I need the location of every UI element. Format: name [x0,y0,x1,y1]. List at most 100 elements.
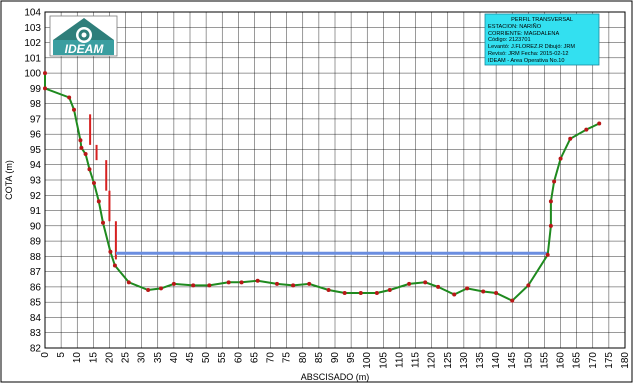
y-tick-label-4: 86 [30,282,42,293]
x-tick-label-29: 145 [507,352,518,369]
info-line-2: CORRIENTE: MAGDALENA [488,31,559,37]
profile-point-30 [407,281,412,286]
y-tick-label-20: 102 [24,38,41,49]
ideam-logo: IDEAM [49,15,118,57]
x-tick-label-36: 180 [620,352,631,369]
y-tick-label-8: 90 [30,221,42,232]
profile-point-13 [126,280,131,285]
x-tick-label-31: 155 [539,352,550,369]
x-tick-label-33: 165 [572,352,583,369]
profile-point-40 [548,223,553,228]
info-line-6: IDEAM - Area Operativa No.10 [488,58,564,64]
profile-point-10 [101,220,105,225]
x-tick-label-11: 55 [217,352,228,364]
profile-point-19 [226,280,231,285]
logo-text: IDEAM [65,42,105,56]
profile-point-17 [191,283,196,288]
x-tick-label-34: 170 [588,352,599,369]
profile-point-9 [96,199,101,204]
profile-point-3 [72,107,76,112]
y-tick-label-18: 100 [24,69,41,80]
profile-point-31 [423,280,428,285]
x-tick-label-6: 30 [137,352,148,364]
y-tick-label-0: 82 [30,344,42,355]
profile-point-27 [358,291,363,296]
y-tick-label-22: 104 [24,8,41,19]
profile-point-28 [374,291,379,296]
y-tick-label-3: 85 [30,298,42,309]
profile-point-5 [79,145,84,150]
profile-point-35 [481,289,486,294]
x-tick-label-4: 20 [104,352,115,364]
y-tick-label-12: 94 [30,160,42,171]
profile-point-32 [436,284,441,289]
profile-point-25 [326,287,331,292]
x-tick-label-19: 95 [346,352,357,364]
profile-point-36 [494,291,499,296]
profile-point-26 [342,291,347,296]
profile-point-6 [83,152,88,157]
profile-point-41 [548,199,553,204]
y-tick-label-15: 97 [30,114,42,125]
profile-point-8 [91,181,96,186]
profile-point-38 [526,283,531,288]
profile-point-46 [597,121,602,126]
profile-point-20 [239,280,244,285]
profile-point-0 [43,71,47,76]
y-tick-label-6: 88 [30,252,42,263]
x-tick-label-5: 25 [121,352,132,364]
info-line-0: PERFIL TRANSVERSAL [511,17,573,23]
x-tick-label-12: 60 [233,352,244,364]
profile-point-14 [146,287,151,292]
info-line-5: Revisó: JRM Fecha: 2015-02-12 [488,51,569,57]
profile-point-42 [552,179,557,184]
x-tick-label-14: 70 [266,352,277,364]
x-tick-label-10: 50 [201,352,212,364]
info-line-4: Levantó: J.FLOREZ.R Dibujó: JRM [488,44,575,50]
y-tick-label-19: 101 [24,53,41,64]
profile-point-23 [291,283,296,288]
x-tick-label-23: 115 [411,352,422,368]
info-line-3: Código: 2123701 [488,37,531,43]
profile-point-21 [255,278,260,283]
y-tick-label-13: 95 [30,145,42,156]
x-tick-label-13: 65 [249,352,260,364]
x-tick-label-16: 80 [298,352,309,364]
x-tick-label-25: 125 [443,352,454,369]
y-tick-label-16: 98 [30,99,42,110]
profile-point-29 [387,287,392,292]
x-tick-label-2: 10 [72,352,83,364]
x-tick-label-9: 45 [185,352,196,364]
x-tick-label-1: 5 [56,352,67,358]
y-tick-labels: 82 83 84 85 86 87 88 89 90 91 92 93 94 95 96 97 98 99 100 1… [24,8,41,355]
x-tick-labels: 0 5 10 15 20 25 30 35 40 45 50 55 60 65 70 75 80 85 90 95 10… [40,352,631,369]
x-tick-label-21: 105 [378,352,389,369]
x-tick-label-28: 140 [491,352,502,369]
y-tick-label-1: 83 [30,328,42,339]
profile-point-24 [307,281,312,286]
x-tick-label-0: 0 [40,352,51,358]
station-info-box: PERFIL TRANSVERSAL ESTACION: NARIÑO CORR… [484,13,600,66]
profile-point-11 [108,249,113,254]
y-tick-label-5: 87 [30,267,42,278]
x-tick-label-26: 130 [459,352,470,369]
y-tick-label-21: 103 [24,23,41,34]
profile-point-7 [87,167,92,172]
y-tick-label-11: 93 [30,176,42,187]
y-tick-label-17: 99 [30,84,42,95]
info-line-1: ESTACION: NARIÑO [488,23,542,30]
x-tick-label-18: 90 [330,352,341,364]
x-tick-label-15: 75 [282,352,293,364]
profile-point-12 [112,263,117,268]
x-tick-label-3: 15 [88,352,99,364]
profile-point-34 [465,286,470,291]
profile-point-33 [452,292,457,297]
y-tick-label-10: 92 [30,191,42,202]
x-tick-label-32: 160 [556,352,567,369]
x-tick-label-35: 175 [604,352,615,369]
x-tick-label-22: 110 [394,352,405,368]
profile-point-16 [171,281,176,286]
profile-point-37 [510,298,515,303]
x-tick-label-7: 35 [153,352,164,364]
